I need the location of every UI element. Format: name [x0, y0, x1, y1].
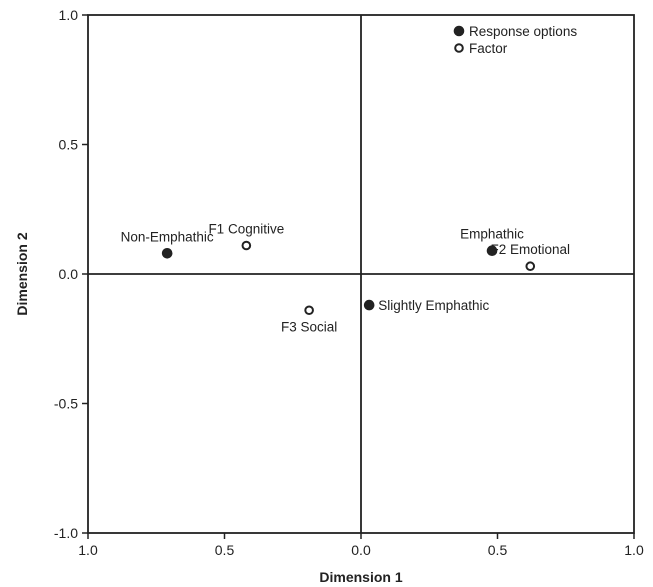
legend-label: Response options — [469, 24, 577, 39]
point-label: F3 Social — [281, 319, 337, 334]
data-point: F1 Cognitive — [208, 222, 284, 251]
axis-ticks: 1.0 0.5 0.0 0.5 1.0 1.0 0.5 0.0 -0.5 -1.0 — [54, 7, 644, 558]
x-tick-label: 0.0 — [351, 542, 371, 558]
y-tick-label: -1.0 — [54, 525, 78, 541]
legend: Response options Factor — [453, 24, 577, 56]
point-label: Non-Emphathic — [121, 229, 214, 244]
factor-marker — [304, 305, 314, 316]
legend-item: Response options — [453, 24, 577, 39]
data-point: Non-Emphathic — [121, 229, 214, 259]
y-tick-label: 0.5 — [59, 137, 79, 153]
legend-label: Factor — [469, 41, 508, 56]
x-tick-label: 0.5 — [215, 542, 235, 558]
data-points: Non-Emphathic Emphathic Slightly Emphathic… — [121, 222, 570, 335]
response-option-marker — [161, 247, 173, 259]
data-point: F2 Emotional — [490, 242, 570, 272]
y-axis-title: Dimension 2 — [14, 232, 30, 315]
data-point: Slightly Emphathic — [363, 298, 489, 313]
legend-marker — [454, 43, 464, 53]
point-label: Emphathic — [460, 227, 524, 242]
legend-marker — [453, 25, 465, 37]
data-point: Emphathic — [460, 227, 524, 256]
point-label: F2 Emotional — [490, 242, 570, 257]
factor-marker — [241, 240, 252, 251]
y-tick-label: -0.5 — [54, 396, 78, 412]
response-option-marker — [363, 299, 375, 311]
factor-marker — [525, 261, 536, 272]
data-point: F3 Social — [281, 305, 337, 334]
legend-item: Factor — [454, 41, 508, 56]
y-tick-label: 0.0 — [59, 266, 79, 282]
x-axis-title: Dimension 1 — [319, 569, 402, 585]
reference-lines — [88, 15, 634, 533]
point-label: F1 Cognitive — [208, 222, 284, 237]
response-option-marker — [486, 245, 498, 256]
point-label: Slightly Emphathic — [378, 298, 489, 313]
y-tick-label: 1.0 — [59, 7, 79, 23]
x-tick-label: 1.0 — [78, 542, 98, 558]
x-tick-label: 0.5 — [488, 542, 508, 558]
x-tick-label: 1.0 — [624, 542, 644, 558]
